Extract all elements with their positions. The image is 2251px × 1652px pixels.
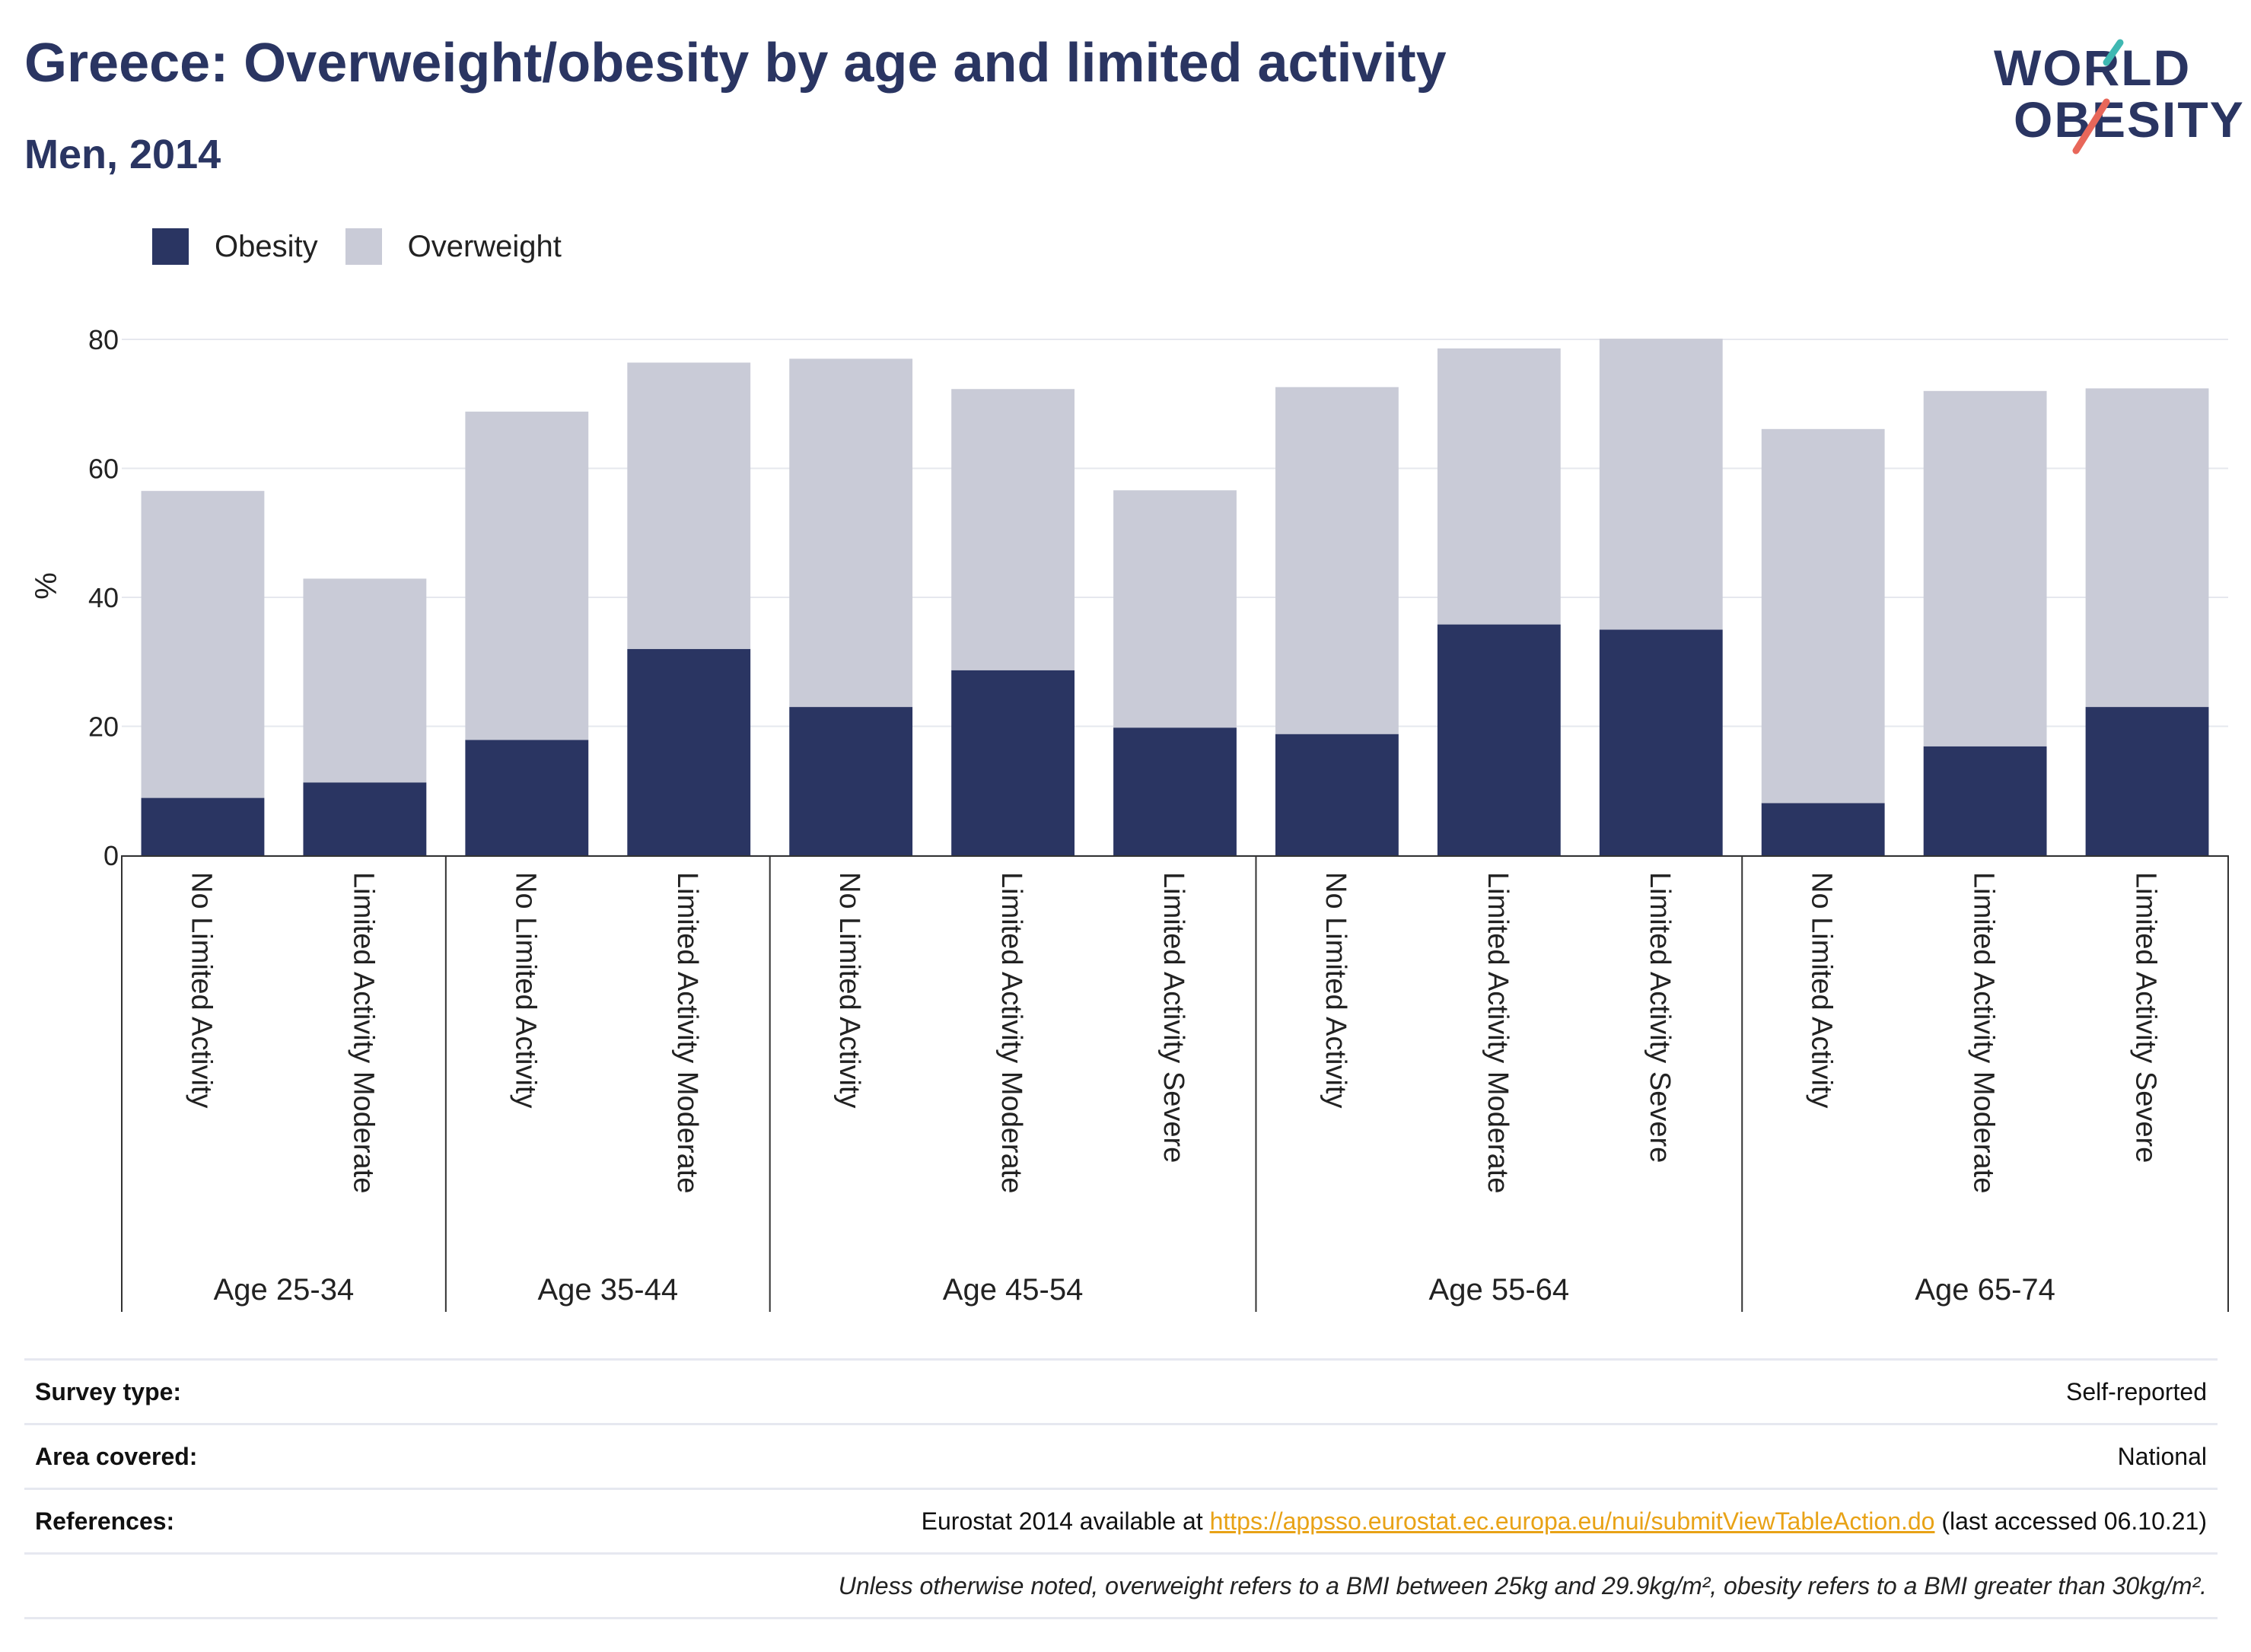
reference-suffix: (last accessed 06.10.21) — [1934, 1507, 2207, 1535]
reference-link[interactable]: https://appsso.eurostat.ec.europa.eu/nui… — [1209, 1507, 1935, 1535]
bar-obesity — [465, 740, 589, 855]
legend-item-obesity: Obesity — [152, 228, 318, 265]
bar-obesity — [141, 797, 265, 855]
bar-overweight — [627, 362, 751, 649]
bar-overweight — [465, 411, 589, 740]
legend-swatch-overweight — [345, 228, 382, 265]
category-label: Limited Activity Moderate — [1968, 872, 2000, 1193]
bar-overweight — [1599, 339, 1723, 630]
bar-obesity — [1923, 746, 2047, 855]
legend-item-overweight: Overweight — [345, 228, 562, 265]
category-label: No Limited Activity — [1806, 872, 1838, 1108]
logo-slash-icon — [2072, 39, 2124, 154]
category-label: Limited Activity Severe — [1157, 872, 1189, 1163]
legend-label-overweight: Overweight — [407, 229, 562, 263]
bmi-definition-note: Unless otherwise noted, overweight refer… — [838, 1571, 2207, 1599]
info-table: Survey type: Self-reported Area covered:… — [24, 1358, 2218, 1619]
chart-title: Greece: Overweight/obesity by age and li… — [24, 33, 1447, 94]
bar-obesity — [789, 707, 913, 855]
info-row-area: Area covered: National — [24, 1423, 2218, 1488]
y-axis-title: % — [30, 572, 63, 600]
bar-overweight — [1923, 390, 2047, 746]
legend-swatch-obesity — [152, 228, 189, 265]
group-label: Age 65-74 — [1915, 1273, 2055, 1307]
info-row-references: References: Eurostat 2014 available at h… — [24, 1488, 2218, 1552]
chart-legend: Obesity Overweight — [152, 225, 562, 268]
bar-overweight — [2085, 388, 2209, 708]
reference-prefix: Eurostat 2014 available at — [921, 1507, 1210, 1535]
y-tick-label: 20 — [88, 711, 119, 743]
bar-obesity — [951, 670, 1075, 855]
category-label: Limited Activity Moderate — [1482, 872, 1514, 1193]
area-covered-label: Area covered: — [35, 1442, 198, 1470]
group-label: Age 25-34 — [214, 1273, 355, 1307]
bar-obesity — [1599, 629, 1723, 855]
group-label: Age 55-64 — [1429, 1273, 1570, 1307]
survey-type-value: Self-reported — [2066, 1377, 2207, 1405]
stacked-bar-chart: 0 20 40 60 80% No Limited Activity Limited Act… — [30, 324, 2229, 1312]
category-label: No Limited Activity — [833, 872, 865, 1108]
bar-obesity — [1761, 803, 1885, 855]
bar-obesity — [1275, 734, 1399, 855]
bar-obesity — [2085, 707, 2209, 855]
category-label: Limited Activity Severe — [2130, 872, 2162, 1163]
category-label: No Limited Activity — [185, 872, 217, 1108]
area-covered-value: National — [2117, 1442, 2207, 1470]
references-value: Eurostat 2014 available at https://appss… — [922, 1507, 2207, 1536]
world-obesity-logo: WORLD OBESITY — [1986, 37, 2243, 158]
group-label: Age 45-54 — [943, 1273, 1084, 1307]
y-tick-label: 60 — [88, 454, 119, 485]
bar-overweight — [951, 389, 1075, 670]
bar-overweight — [141, 491, 265, 798]
bar-obesity — [303, 782, 427, 855]
y-tick-label: 0 — [103, 840, 119, 871]
survey-type-label: Survey type: — [35, 1377, 182, 1405]
legend-label-obesity: Obesity — [215, 229, 318, 263]
info-row-survey: Survey type: Self-reported — [24, 1358, 2218, 1423]
category-label: Limited Activity Severe — [1644, 872, 1676, 1163]
bar-overweight — [1275, 387, 1399, 734]
y-tick-label: 40 — [88, 582, 119, 613]
bar-overweight — [1113, 490, 1237, 728]
group-label: Age 35-44 — [537, 1273, 678, 1307]
bar-overweight — [1761, 428, 1885, 804]
chart-subtitle: Men, 2014 — [24, 132, 221, 177]
logo-line-1: WORLD — [1994, 40, 2192, 96]
category-label: No Limited Activity — [1320, 872, 1352, 1108]
category-label: No Limited Activity — [509, 872, 541, 1108]
bar-overweight — [303, 578, 427, 783]
category-label: Limited Activity Moderate — [347, 872, 379, 1193]
bar-overweight — [789, 358, 913, 708]
references-label: References: — [35, 1507, 175, 1535]
bar-obesity — [627, 648, 751, 855]
info-row-note: Unless otherwise noted, overweight refer… — [24, 1552, 2218, 1619]
bar-overweight — [1437, 348, 1561, 625]
category-label: Limited Activity Moderate — [995, 872, 1027, 1193]
category-label: Limited Activity Moderate — [671, 872, 703, 1193]
bar-obesity — [1113, 727, 1237, 855]
bar-obesity — [1437, 624, 1561, 855]
y-tick-label: 80 — [88, 324, 119, 355]
logo-line-2: OBESITY — [2014, 91, 2245, 148]
